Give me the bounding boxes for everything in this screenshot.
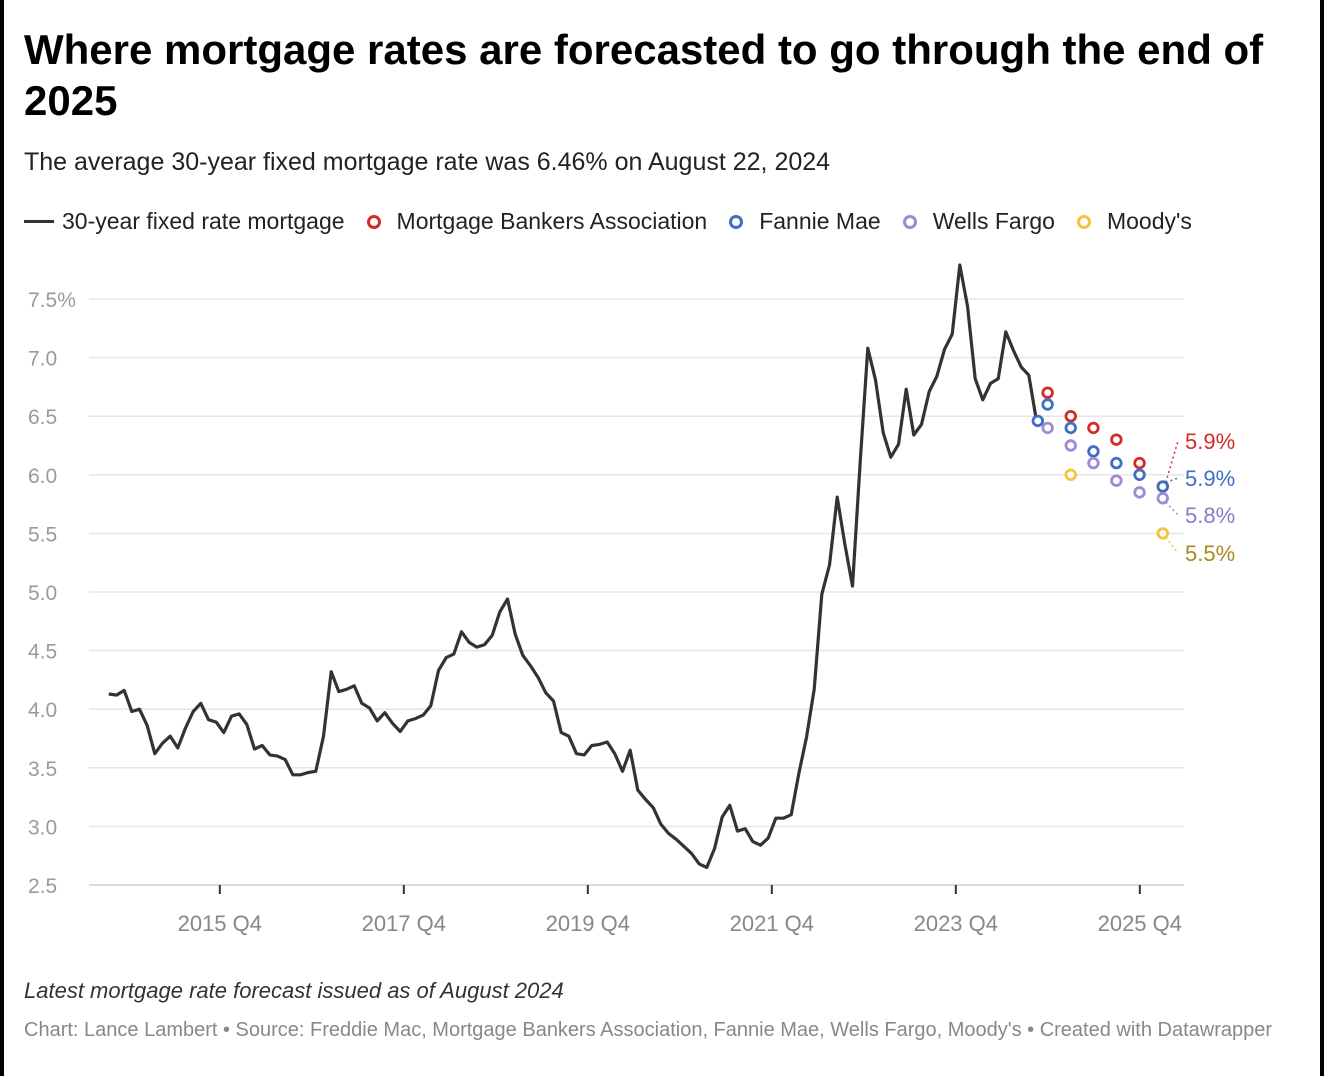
legend-ring-swatch bbox=[902, 214, 917, 229]
forecast-point-moody-s bbox=[1064, 468, 1077, 482]
x-tick-label: 2021 Q4 bbox=[730, 911, 814, 936]
y-tick-label: 5.0 bbox=[28, 582, 57, 605]
y-tick-label: 3.0 bbox=[28, 816, 57, 839]
y-tick-label: 7.0 bbox=[28, 348, 57, 371]
label-connector bbox=[1165, 501, 1179, 516]
label-connector bbox=[1165, 440, 1179, 483]
legend-label: Fannie Mae bbox=[759, 208, 881, 234]
legend-ring-swatch bbox=[1076, 214, 1091, 229]
x-tick-label: 2019 Q4 bbox=[546, 911, 630, 936]
x-tick-label: 2025 Q4 bbox=[1098, 911, 1182, 936]
x-tick-label: 2015 Q4 bbox=[178, 911, 262, 936]
y-tick-label: 5.5 bbox=[28, 523, 57, 546]
legend-line-swatch bbox=[24, 220, 54, 223]
y-tick-label: 4.5 bbox=[28, 641, 57, 664]
chart-note: Latest mortgage rate forecast issued as … bbox=[24, 978, 564, 1003]
label-connector bbox=[1165, 477, 1179, 484]
forecast-point-fannie-mae bbox=[1156, 480, 1169, 493]
end-label: 5.9% bbox=[1185, 429, 1235, 454]
forecast-point-mortgage-bankers-association bbox=[1041, 386, 1054, 399]
forecast-point-mortgage-bankers-association bbox=[1133, 456, 1146, 470]
forecast-point-moody-s bbox=[1156, 527, 1169, 540]
forecast-point-fannie-mae bbox=[1064, 421, 1077, 435]
legend-item-mba: Mortgage Bankers Association bbox=[366, 208, 708, 235]
legend-label: 30-year fixed rate mortgage bbox=[62, 208, 345, 234]
y-tick-label: 6.5 bbox=[28, 406, 57, 429]
x-tick-label: 2023 Q4 bbox=[914, 911, 998, 936]
forecast-point-wells-fargo bbox=[1041, 421, 1054, 435]
legend-ring-swatch bbox=[729, 214, 744, 229]
legend-item-moodys: Moody's bbox=[1076, 208, 1192, 235]
end-label: 5.9% bbox=[1185, 466, 1235, 491]
forecast-point-mortgage-bankers-association bbox=[1087, 421, 1100, 435]
chart-subtitle: The average 30-year fixed mortgage rate … bbox=[24, 148, 831, 176]
legend-label: Mortgage Bankers Association bbox=[396, 208, 708, 234]
y-tick-label: 2.5 bbox=[28, 875, 57, 898]
legend-item-wells-fargo: Wells Fargo bbox=[902, 208, 1055, 235]
forecast-point-mortgage-bankers-association bbox=[1110, 433, 1123, 446]
legend: 30-year fixed rate mortgage Mortgage Ban… bbox=[24, 208, 1214, 235]
forecast-point-wells-fargo bbox=[1110, 474, 1123, 487]
forecast-point-fannie-mae bbox=[1031, 414, 1045, 428]
forecast-point-wells-fargo bbox=[1156, 492, 1169, 505]
y-tick-label: 7.5% bbox=[28, 289, 76, 312]
label-connector bbox=[1165, 536, 1179, 554]
chart-footer: Chart: Lance Lambert • Source: Freddie M… bbox=[24, 1019, 1273, 1041]
end-label: 5.5% bbox=[1185, 541, 1235, 566]
end-label: 5.8% bbox=[1185, 503, 1235, 528]
forecast-point-wells-fargo bbox=[1087, 456, 1100, 470]
legend-label: Moody's bbox=[1106, 208, 1192, 234]
chart-plot: 2.5 3.0 3.5 4.0 4.5 5.0 5.5 6.0 6.5 7.0 7.5% 2015 Q… bbox=[28, 263, 1235, 936]
forecast-point-fannie-mae bbox=[1110, 456, 1123, 470]
forecast-point-wells-fargo bbox=[1064, 439, 1077, 452]
legend-ring-swatch bbox=[366, 214, 381, 229]
y-tick-label: 3.5 bbox=[28, 758, 57, 781]
x-tick-label: 2017 Q4 bbox=[362, 911, 446, 936]
legend-label: Wells Fargo bbox=[932, 208, 1055, 234]
legend-item-fannie-mae: Fannie Mae bbox=[729, 208, 881, 235]
forecast-point-mortgage-bankers-association bbox=[1064, 409, 1077, 423]
forecast-point-fannie-mae bbox=[1087, 445, 1100, 458]
line-30-year-fixed bbox=[108, 263, 1039, 870]
y-tick-label: 4.0 bbox=[28, 699, 57, 722]
y-tick-label: 6.0 bbox=[28, 465, 57, 488]
chart-page: Where mortgage rates are forecasted to g… bbox=[4, 0, 1320, 1076]
forecast-point-fannie-mae bbox=[1041, 398, 1054, 411]
chart-title: Where mortgage rates are forecasted to g… bbox=[24, 26, 1264, 124]
forecast-point-fannie-mae bbox=[1133, 468, 1146, 482]
legend-item-30yr: 30-year fixed rate mortgage bbox=[24, 208, 345, 235]
forecast-point-wells-fargo bbox=[1133, 486, 1146, 499]
